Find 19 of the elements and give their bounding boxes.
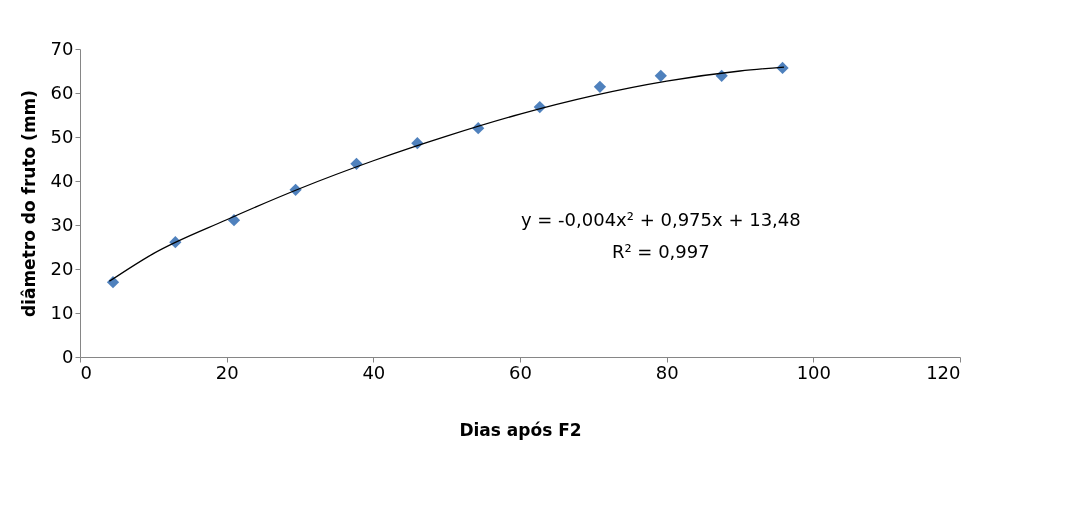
y-tick-label: 10 (50, 301, 74, 323)
annotation: R² = 0,997 (611, 241, 710, 263)
x-axis-title: Dias após F2 (459, 419, 582, 440)
y-tick-label: 50 (50, 125, 74, 147)
y-tick-label: 60 (50, 81, 74, 103)
x-tick-label: 40 (362, 361, 386, 383)
y-axis-title: diâmetro do fruto (mm) (18, 89, 39, 318)
x-tick-label: 0 (80, 361, 92, 383)
y-tick-label: 40 (50, 169, 74, 191)
y-tick-label: 30 (50, 213, 74, 235)
x-tick-label: 120 (926, 361, 961, 383)
y-tick-label: 20 (50, 257, 74, 279)
x-tick-label: 100 (796, 361, 832, 383)
annotation: y = -0,004x² + 0,975x + 13,48 (520, 209, 801, 231)
y-tick-label: 70 (50, 37, 74, 59)
x-tick-label: 80 (655, 361, 679, 383)
x-tick-label: 60 (509, 361, 532, 383)
y-tick-label: 0 (62, 345, 74, 367)
x-tick-label: 20 (215, 361, 239, 383)
